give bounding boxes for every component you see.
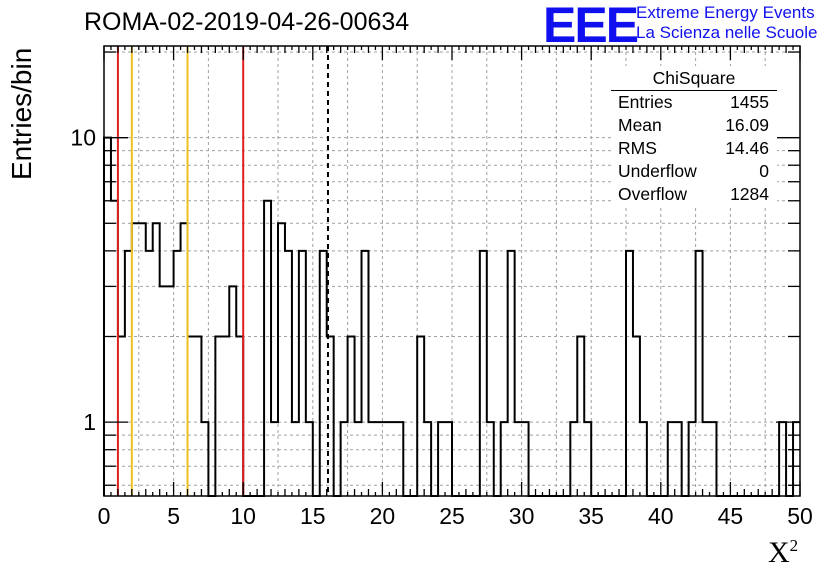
histogram-bin bbox=[626, 251, 633, 496]
histogram-bin bbox=[111, 201, 118, 496]
histogram-bin bbox=[153, 223, 160, 496]
histogram-bin bbox=[362, 251, 369, 496]
logo-subtitle-1: Extreme Energy Events bbox=[636, 3, 815, 22]
stats-row-overflow: Overflow 1284 bbox=[611, 183, 777, 206]
histogram-bin bbox=[320, 251, 327, 496]
stats-label: Mean bbox=[618, 115, 662, 135]
histogram-bin bbox=[508, 251, 515, 496]
histogram-bin bbox=[104, 138, 111, 496]
x-tick-label: 40 bbox=[648, 503, 674, 529]
histogram-bin bbox=[229, 286, 236, 496]
stats-row-entries: Entries 1455 bbox=[611, 91, 777, 114]
x-tick-label: 5 bbox=[167, 503, 180, 529]
x-tick-label: 20 bbox=[370, 503, 396, 529]
histogram-bin bbox=[285, 251, 292, 496]
x-tick-label: 30 bbox=[509, 503, 535, 529]
histogram-bin bbox=[118, 337, 125, 496]
stats-value: 16.09 bbox=[725, 115, 769, 135]
histogram-bin bbox=[188, 337, 195, 496]
histogram-bin bbox=[348, 337, 355, 496]
stats-label: Overflow bbox=[618, 184, 688, 204]
chart-title: ROMA-02-2019-04-26-00634 bbox=[84, 8, 410, 36]
histogram-bin bbox=[633, 337, 640, 496]
stats-value: 0 bbox=[759, 161, 769, 181]
x-axis-label-sup: 2 bbox=[789, 536, 799, 555]
logo-subtitle-2: La Scienza nelle Scuole bbox=[636, 23, 818, 42]
histogram-bin bbox=[132, 223, 139, 496]
histogram-bin bbox=[194, 337, 201, 496]
stats-label: RMS bbox=[618, 138, 657, 158]
stats-row-rms: RMS 14.46 bbox=[611, 137, 777, 160]
histogram-bin bbox=[160, 286, 167, 496]
stats-label: Underflow bbox=[618, 161, 697, 181]
histogram-outline bbox=[103, 136, 800, 497]
stats-value: 1284 bbox=[730, 184, 769, 204]
histogram-bin bbox=[299, 251, 306, 496]
x-axis-label: X2 bbox=[768, 536, 798, 570]
stats-row-mean: Mean 16.09 bbox=[611, 114, 777, 137]
eee-logo: EEE bbox=[543, 0, 639, 53]
histogram-bin bbox=[222, 337, 229, 496]
x-tick-label: 0 bbox=[98, 503, 111, 529]
stats-value: 1455 bbox=[730, 92, 769, 112]
y-tick-label: 1 bbox=[83, 409, 96, 435]
histogram-bin bbox=[480, 251, 487, 496]
stats-label: Entries bbox=[618, 92, 673, 112]
histogram-bin bbox=[139, 223, 146, 496]
histogram-bin bbox=[577, 337, 584, 496]
histogram-bin bbox=[215, 337, 222, 496]
histogram-bin bbox=[236, 337, 243, 496]
x-axis-label-base: X bbox=[768, 536, 790, 569]
x-tick-label: 15 bbox=[300, 503, 326, 529]
stats-value: 14.46 bbox=[725, 138, 769, 158]
histogram-bin bbox=[278, 223, 285, 496]
y-tick-label: 10 bbox=[70, 125, 96, 151]
x-tick-label: 35 bbox=[578, 503, 604, 529]
histogram-bin bbox=[125, 251, 132, 496]
y-axis-label: Entries/bin bbox=[6, 47, 37, 180]
histogram-bin bbox=[181, 223, 188, 496]
histogram-bin bbox=[146, 251, 153, 496]
stats-row-underflow: Underflow 0 bbox=[611, 160, 777, 183]
histogram-bin bbox=[167, 286, 174, 496]
histogram-bin bbox=[264, 201, 271, 496]
stats-title: ChiSquare bbox=[611, 66, 777, 91]
stats-box: ChiSquare Entries 1455 Mean 16.09 RMS 14… bbox=[611, 66, 777, 206]
x-tick-label: 50 bbox=[787, 503, 813, 529]
histogram-bin bbox=[174, 251, 181, 496]
histogram-bin bbox=[417, 337, 424, 496]
x-tick-label: 45 bbox=[718, 503, 744, 529]
x-tick-label: 25 bbox=[439, 503, 465, 529]
x-tick-label: 10 bbox=[230, 503, 256, 529]
histogram-bin bbox=[696, 251, 703, 496]
